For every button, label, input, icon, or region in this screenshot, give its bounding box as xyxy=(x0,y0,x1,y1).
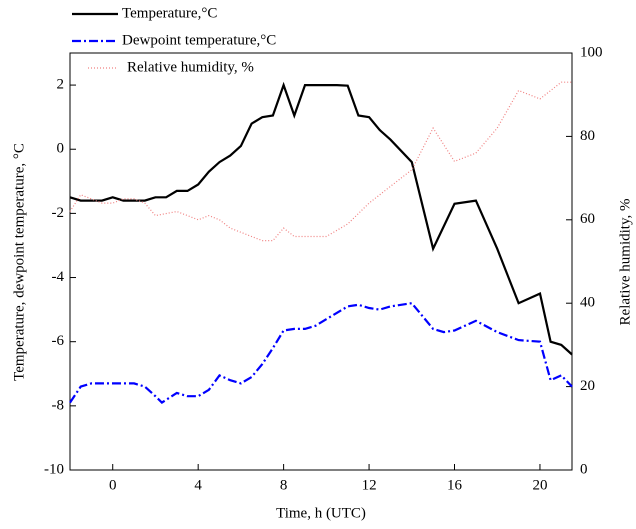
y2-tick-label: 80 xyxy=(580,128,595,144)
y2-tick-label: 20 xyxy=(580,378,595,394)
y-tick-label: 0 xyxy=(57,141,65,157)
series-line xyxy=(69,81,573,356)
x-axis-label: Time, h (UTC) xyxy=(276,505,366,521)
x-tick-label: 0 xyxy=(109,477,117,493)
y-tick-label: -10 xyxy=(44,461,64,477)
x-tick-label: 8 xyxy=(280,477,288,493)
y2-tick-label: 60 xyxy=(580,211,595,227)
y-axis-label: Temperature, dewpoint temperature, °C xyxy=(11,143,27,381)
plot-frame xyxy=(69,52,573,471)
legend-label: Relative humidity, % xyxy=(127,59,254,75)
y2-tick-label: 100 xyxy=(580,44,603,60)
y-tick-label: -2 xyxy=(52,205,65,221)
y2-tick-label: 40 xyxy=(580,295,595,311)
series-line xyxy=(69,302,573,405)
y-tick-label: -8 xyxy=(52,397,65,413)
y2-axis-label: Relative humidity, % xyxy=(617,199,633,326)
y-tick-label: -6 xyxy=(52,333,65,349)
legend-label: Temperature,°C xyxy=(122,5,217,21)
y-tick-label: -4 xyxy=(52,269,65,285)
x-tick-label: 4 xyxy=(194,477,202,493)
series-line xyxy=(69,81,572,242)
x-tick-label: 12 xyxy=(362,477,377,493)
y2-tick-label: 0 xyxy=(580,461,588,477)
y-tick-label: 2 xyxy=(57,77,65,93)
x-tick-label: 16 xyxy=(447,477,463,493)
legend-label: Dewpoint temperature,°C xyxy=(122,32,276,48)
x-tick-label: 20 xyxy=(532,477,547,493)
